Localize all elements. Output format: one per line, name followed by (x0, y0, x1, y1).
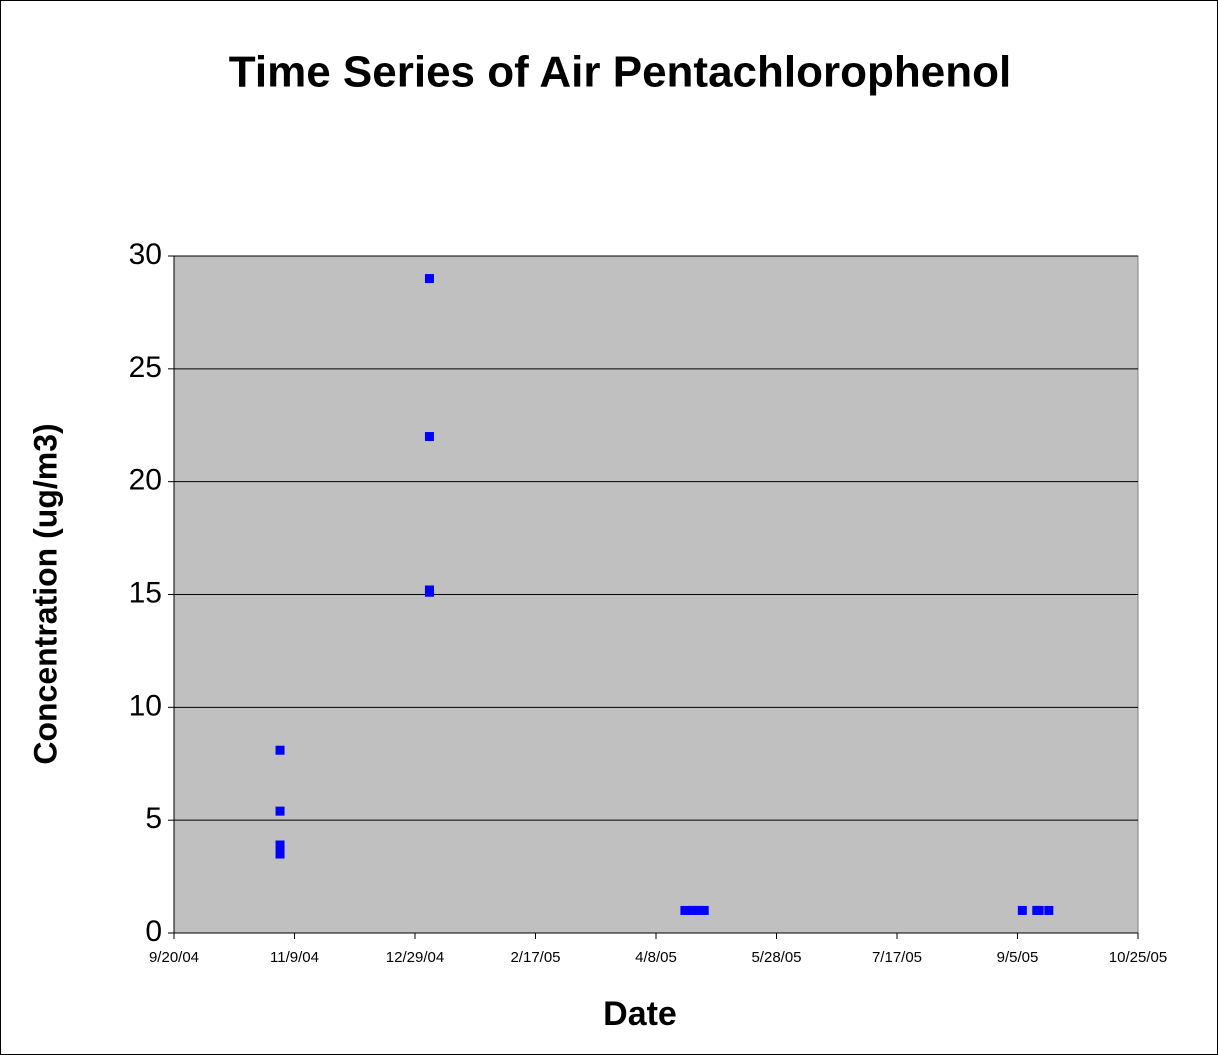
point (424, 274, 434, 284)
y-tick-label: 0 (145, 915, 162, 948)
x-tick-label: 12/29/04 (386, 949, 444, 966)
x-tick-label: 11/9/04 (270, 949, 319, 966)
point (1044, 905, 1054, 915)
point (424, 587, 434, 597)
point (1017, 905, 1027, 915)
point (680, 905, 690, 915)
point (692, 905, 702, 915)
point (275, 745, 285, 755)
x-tick-label: 4/8/05 (635, 949, 677, 966)
y-tick-label: 25 (129, 351, 162, 384)
point (275, 806, 285, 816)
x-tick-label: 7/17/05 (872, 949, 922, 966)
point (699, 905, 709, 915)
y-tick-label: 30 (129, 238, 162, 271)
y-tick-label: 20 (129, 464, 162, 497)
point (275, 840, 285, 850)
y-tick-label: 15 (129, 576, 162, 609)
point (687, 905, 697, 915)
x-tick-label: 10/25/05 (1109, 949, 1167, 966)
y-tick-label: 10 (129, 689, 162, 722)
y-tick-label: 5 (145, 802, 162, 835)
x-tick-label: 9/5/05 (997, 949, 1039, 966)
point (424, 432, 434, 442)
x-tick-label: 2/17/05 (510, 949, 560, 966)
x-tick-label: 9/20/04 (149, 949, 199, 966)
y-axis-label: Concentration (ug/m3) (27, 423, 63, 764)
chart-title: Time Series of Air Pentachlorophenol (229, 48, 1011, 97)
point (1034, 905, 1044, 915)
x-axis-label: Date (603, 995, 677, 1033)
x-tick-label: 5/28/05 (751, 949, 801, 966)
point (275, 849, 285, 859)
